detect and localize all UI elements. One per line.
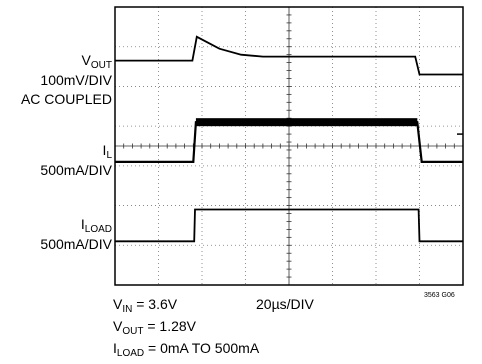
scope-traces bbox=[115, 35, 463, 243]
figure-id: 3563 G06 bbox=[424, 292, 455, 299]
vout-scale: 100mV/DIV bbox=[40, 72, 112, 88]
vout-coupling: AC COUPLED bbox=[20, 91, 112, 107]
trace-vout bbox=[115, 35, 463, 76]
condition-vin: VIN = 3.6V bbox=[113, 296, 178, 315]
scope-frame bbox=[114, 6, 464, 286]
scope-grid bbox=[114, 6, 464, 286]
trace-iload bbox=[115, 208, 463, 243]
iload-label: ILOAD bbox=[80, 216, 112, 235]
time-scale: 20µs/DIV bbox=[256, 296, 314, 312]
il-scale: 500mA/DIV bbox=[40, 162, 112, 178]
condition-iload: ILOAD = 0mA TO 500mA bbox=[113, 340, 260, 359]
iload-scale: 500mA/DIV bbox=[40, 236, 112, 252]
vout-label: VOUT bbox=[81, 52, 112, 71]
il-ripple-band bbox=[195, 118, 418, 127]
condition-vout: VOUT = 1.28V bbox=[113, 318, 196, 337]
il-label: IL bbox=[102, 142, 112, 161]
